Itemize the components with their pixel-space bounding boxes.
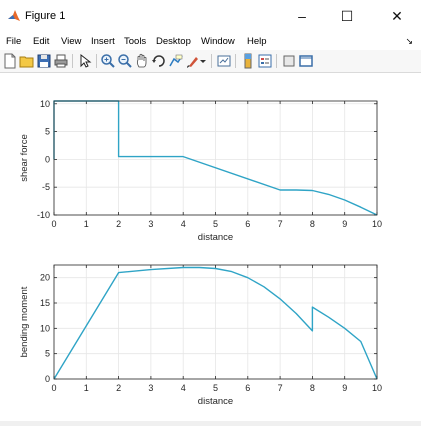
x-tick-label: 8	[310, 219, 315, 229]
x-tick-label: 9	[342, 219, 347, 229]
data-line-series	[53, 266, 378, 380]
close-button[interactable]: ✕	[391, 8, 403, 24]
x-axis-label: distance	[198, 396, 233, 407]
x-tick-label: 5	[213, 219, 218, 229]
y-tick-label: 0	[45, 154, 50, 164]
x-tick-label: 4	[181, 219, 186, 229]
brush-dropdown-icon[interactable]	[199, 53, 207, 69]
x-tick-label: 2	[116, 383, 121, 393]
y-tick-label: 5	[45, 349, 50, 359]
legend-icon[interactable]	[257, 53, 273, 69]
open-file-icon[interactable]	[19, 53, 35, 69]
axes-frame	[53, 264, 378, 380]
x-tick-label: 9	[342, 383, 347, 393]
menu-window[interactable]: Window	[201, 36, 235, 47]
y-axis-label: bending moment	[19, 286, 30, 357]
save-icon[interactable]	[36, 53, 52, 69]
menu-view[interactable]: View	[61, 36, 82, 47]
hide-plot-tools-icon[interactable]	[281, 53, 297, 69]
x-tick-label: 1	[84, 219, 89, 229]
x-tick-label: 8	[310, 383, 315, 393]
menu-help[interactable]: Help	[247, 36, 267, 47]
y-tick-label: 10	[40, 323, 50, 333]
menu-overflow-icon[interactable]: ↘	[405, 36, 413, 46]
title-bar: Figure 1 – ☐ ✕	[0, 0, 421, 34]
menu-tools[interactable]: Tools	[124, 36, 147, 47]
window-title: Figure 1	[25, 10, 66, 22]
x-tick-label: 5	[213, 383, 218, 393]
menu-file[interactable]: File	[6, 36, 22, 47]
axes-frame	[53, 100, 378, 216]
select-arrow-icon[interactable]	[77, 53, 93, 69]
x-tick-label: 0	[51, 383, 56, 393]
toolbar-separator	[235, 54, 236, 68]
menu-insert[interactable]: Insert	[91, 36, 115, 47]
minimize-button[interactable]: –	[298, 8, 306, 24]
y-tick-label: 5	[45, 127, 50, 137]
x-tick-label: 3	[148, 383, 153, 393]
y-tick-label: 10	[40, 99, 50, 109]
toolbar-separator	[72, 54, 73, 68]
y-axis-label: shear force	[19, 134, 30, 182]
menu-desktop[interactable]: Desktop	[156, 36, 191, 47]
y-tick-label: 15	[40, 298, 50, 308]
link-plot-icon[interactable]	[216, 53, 232, 69]
x-tick-label: 3	[148, 219, 153, 229]
x-tick-label: 10	[372, 219, 382, 229]
toolbar-separator	[276, 54, 277, 68]
menu-edit[interactable]: Edit	[33, 36, 50, 47]
x-tick-label: 4	[181, 383, 186, 393]
y-tick-label: 20	[40, 273, 50, 283]
data-cursor-icon[interactable]	[168, 53, 184, 69]
y-tick-label: -10	[37, 210, 50, 220]
x-tick-label: 10	[372, 383, 382, 393]
pan-icon[interactable]	[134, 53, 150, 69]
matlab-logo-icon	[8, 10, 20, 21]
zoom-out-icon[interactable]	[117, 53, 133, 69]
figure-canvas: 0 1 2 3 4 5 6 7 8 9 10 -10 -5 0 5 10 distance shear force…	[0, 73, 421, 421]
y-tick-label: -5	[42, 182, 50, 192]
maximize-button[interactable]: ☐	[340, 8, 354, 24]
show-plot-tools-icon[interactable]	[298, 53, 314, 69]
print-icon[interactable]	[53, 53, 69, 69]
zoom-in-icon[interactable]	[100, 53, 116, 69]
x-tick-label: 6	[245, 219, 250, 229]
x-axis-label: distance	[198, 232, 233, 243]
x-tick-label: 7	[278, 219, 283, 229]
x-tick-label: 1	[84, 383, 89, 393]
rotate-3d-icon[interactable]	[151, 53, 167, 69]
menu-bar: File Edit View Insert Tools Desktop Wind…	[0, 34, 421, 50]
colorbar-icon[interactable]	[240, 53, 256, 69]
x-tick-label: 7	[278, 383, 283, 393]
x-tick-label: 0	[51, 219, 56, 229]
toolbar-separator	[211, 54, 212, 68]
y-tick-label: 0	[45, 374, 50, 384]
toolbar	[0, 50, 421, 73]
x-tick-label: 6	[245, 383, 250, 393]
x-tick-label: 2	[116, 219, 121, 229]
brush-icon[interactable]	[185, 53, 201, 69]
new-figure-icon[interactable]	[2, 53, 18, 69]
toolbar-separator	[96, 54, 97, 68]
